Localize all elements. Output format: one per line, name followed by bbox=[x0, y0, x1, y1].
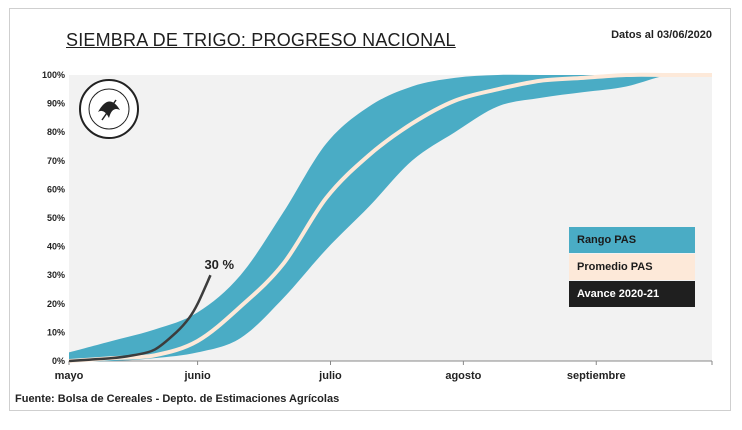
legend-item-avance-2020-21: Avance 2020-21 bbox=[569, 281, 695, 307]
x-tick-label: agosto bbox=[445, 370, 481, 382]
date-note: Datos al 03/06/2020 bbox=[611, 29, 712, 41]
y-tick-label: 90% bbox=[47, 99, 65, 109]
annotation-30-percent: 30 % bbox=[204, 257, 234, 272]
bolsa-de-cereales-logo bbox=[79, 79, 139, 139]
legend-item-promedio-pas: Promedio PAS bbox=[569, 254, 695, 280]
y-axis: 0% 10% 20% 30% 40% 50% 60% 70% 80% 90% 100% bbox=[42, 70, 65, 366]
x-tick-label: septiembre bbox=[567, 370, 626, 382]
y-tick-label: 50% bbox=[47, 213, 65, 223]
x-tick-label: junio bbox=[183, 370, 211, 382]
source-note: Fuente: Bolsa de Cereales - Depto. de Es… bbox=[15, 393, 340, 405]
y-tick-label: 70% bbox=[47, 156, 65, 166]
y-tick-label: 100% bbox=[42, 70, 65, 80]
y-tick-label: 60% bbox=[47, 184, 65, 194]
avance-2020-21-line bbox=[68, 274, 212, 363]
rango-pas-band bbox=[69, 74, 712, 362]
y-tick-label: 40% bbox=[47, 242, 65, 252]
x-tick-label: julio bbox=[318, 370, 342, 382]
x-tick-label: mayo bbox=[55, 370, 84, 382]
y-tick-label: 20% bbox=[47, 299, 65, 309]
chart-title: SIEMBRA DE TRIGO: PROGRESO NACIONAL bbox=[66, 30, 456, 50]
y-tick-label: 30% bbox=[47, 270, 65, 280]
x-axis: mayo junio julio agosto septiembre bbox=[55, 360, 713, 382]
promedio-pas-line bbox=[68, 72, 712, 363]
y-tick-label: 10% bbox=[47, 327, 65, 337]
legend-item-rango-pas: Rango PAS bbox=[569, 227, 695, 253]
y-tick-label: 0% bbox=[52, 356, 65, 366]
y-tick-label: 80% bbox=[47, 127, 65, 137]
